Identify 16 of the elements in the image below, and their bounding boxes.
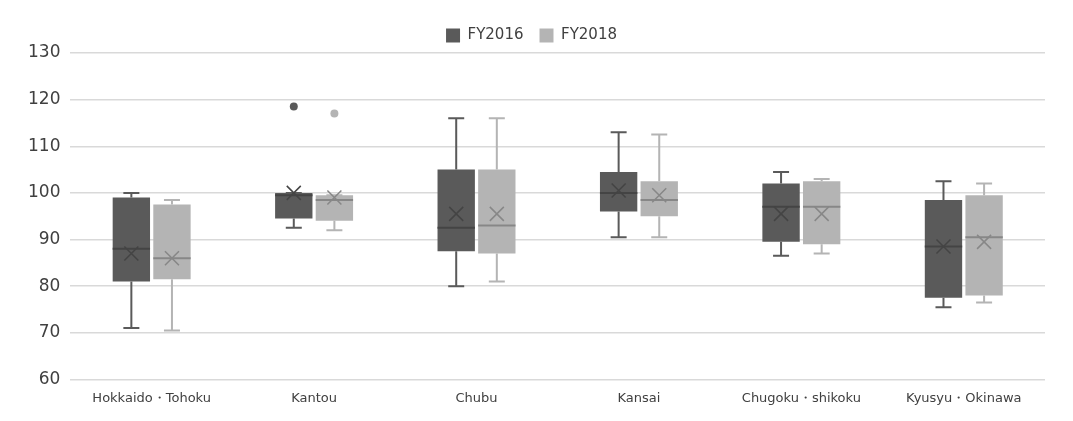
y-tick-label: 130 xyxy=(27,41,61,62)
y-tick-label: 120 xyxy=(27,88,61,109)
y-tick-label: 110 xyxy=(27,134,61,155)
x-tick-label: Hokkaido・Tohoku xyxy=(92,389,211,405)
legend-label: FY2018 xyxy=(561,25,617,44)
x-tick-label: Kantou xyxy=(291,389,337,405)
x-tick-label: Chubu xyxy=(455,389,498,405)
x-tick-label: Chugoku・shikoku xyxy=(741,389,861,405)
x-tick-label: Kyusyu・Okinawa xyxy=(906,389,1022,405)
y-tick-label: 80 xyxy=(38,274,61,295)
y-tick-label: 100 xyxy=(27,181,61,202)
y-tick-label: 90 xyxy=(38,227,61,248)
y-tick-label: 70 xyxy=(38,321,61,342)
y-tick-label: 60 xyxy=(38,367,61,388)
legend-label: FY2016 xyxy=(467,25,524,44)
x-tick-label: Kansai xyxy=(617,389,661,405)
